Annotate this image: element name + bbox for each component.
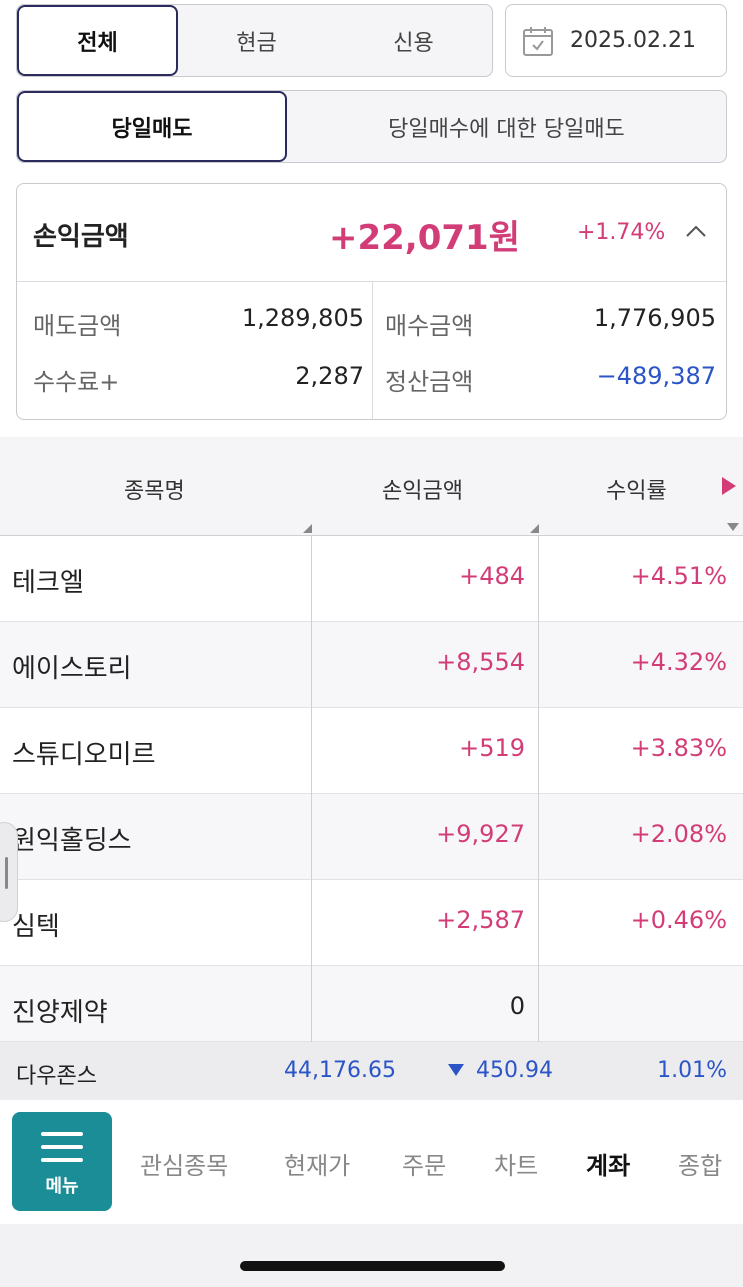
stock-profit: 0 (509, 992, 525, 1020)
stock-name: 진양제약 (12, 998, 108, 1028)
tab-all[interactable]: 전체 (17, 5, 178, 76)
header-profit[interactable]: 손익금액 (382, 479, 463, 504)
table-row[interactable]: 진양제약 0 (0, 966, 743, 1042)
buy-amount-value: 1,776,905 (593, 304, 716, 332)
tab-credit[interactable]: 신용 (393, 30, 434, 56)
calendar-icon (523, 26, 553, 56)
table-row[interactable]: 스튜디오미르 +519 +3.83% (0, 708, 743, 794)
index-change: 450.94 (476, 1058, 553, 1083)
hamburger-icon (41, 1132, 83, 1171)
stock-profit: +9,927 (436, 820, 525, 848)
tab-cash[interactable]: 현금 (236, 30, 277, 56)
menu-label: 메뉴 (45, 1176, 79, 1197)
stock-rate: +2.08% (630, 820, 727, 848)
nav-item-account[interactable]: 계좌 (586, 1152, 631, 1180)
sell-amount-value: 1,289,805 (241, 304, 364, 332)
stock-name: 스튜디오미르 (12, 740, 156, 770)
table-row[interactable]: 심텍 +2,587 +0.46% (0, 880, 743, 966)
tab-day-sell-on-day-buy[interactable]: 당일매수에 대한 당일매도 (388, 116, 625, 142)
down-triangle-icon (448, 1064, 464, 1076)
header-rate[interactable]: 수익률 (606, 479, 667, 504)
sort-corner-icon (303, 524, 312, 533)
side-drawer-handle[interactable] (0, 822, 18, 922)
sort-down-icon (727, 523, 739, 531)
bottom-nav: 메뉴 관심종목 현재가 주문 차트 계좌 종합 (0, 1100, 743, 1224)
index-ticker[interactable]: 다우존스 44,176.65 450.94 1.01% (0, 1042, 743, 1100)
index-name: 다우존스 (16, 1064, 97, 1089)
profit-amount: +22,071원 (329, 218, 520, 258)
summary-header[interactable]: 손익금액 +22,071원 +1.74% (17, 184, 726, 282)
nav-item-chart[interactable]: 차트 (494, 1152, 539, 1180)
sell-type-tabs: 당일매도 당일매수에 대한 당일매도 (16, 90, 727, 163)
nav-item-watchlist[interactable]: 관심종목 (140, 1152, 229, 1180)
index-rate: 1.01% (657, 1058, 727, 1083)
date-value: 2025.02.21 (570, 28, 696, 53)
menu-button[interactable]: 메뉴 (12, 1112, 112, 1211)
stock-profit: +484 (459, 562, 525, 590)
stock-profit: +519 (459, 734, 525, 762)
chevron-up-icon[interactable] (685, 224, 707, 238)
nav-item-overflow: 종합 (670, 1140, 743, 1180)
stock-rate: +4.32% (630, 648, 727, 676)
safe-area (0, 1224, 743, 1287)
stock-rate: +3.83% (630, 734, 727, 762)
stock-name: 테크엘 (12, 568, 84, 598)
index-value: 44,176.65 (284, 1058, 396, 1083)
stock-profit-table: 종목명 손익금액 수익률 테크엘 +484 +4.51% 에이스토리 +8,55… (0, 437, 743, 1042)
nav-item-current-price[interactable]: 현재가 (284, 1152, 351, 1180)
sell-amount-label: 매도금액 (33, 312, 122, 340)
stock-profit: +8,554 (436, 648, 525, 676)
stock-profit: +2,587 (436, 906, 525, 934)
settle-label: 정산금액 (385, 368, 474, 396)
fee-value: 2,287 (295, 362, 364, 390)
tab-day-sell[interactable]: 당일매도 (17, 91, 287, 162)
date-picker[interactable]: 2025.02.21 (505, 4, 727, 77)
home-indicator[interactable] (240, 1261, 505, 1271)
profit-rate: +1.74% (577, 220, 666, 245)
buy-amount-label: 매수금액 (385, 312, 474, 340)
sort-corner-icon (530, 524, 539, 533)
stock-rate: +4.51% (630, 562, 727, 590)
stock-name: 에이스토리 (12, 654, 132, 684)
profit-label: 손익금액 (33, 222, 129, 252)
header-stock-name[interactable]: 종목명 (124, 479, 185, 504)
nav-item-total[interactable]: 종합 (678, 1152, 723, 1180)
account-type-tabs: 전체 현금 신용 (16, 4, 493, 77)
fee-label: 수수료+ (33, 368, 120, 396)
table-row[interactable]: 원익홀딩스 +9,927 +2.08% (0, 794, 743, 880)
table-row[interactable]: 에이스토리 +8,554 +4.32% (0, 622, 743, 708)
scroll-right-icon[interactable] (722, 477, 736, 495)
nav-item-order[interactable]: 주문 (402, 1152, 447, 1180)
table-header: 종목명 손익금액 수익률 (0, 437, 743, 536)
stock-name: 원익홀딩스 (12, 826, 132, 856)
stock-rate: +0.46% (630, 906, 727, 934)
stock-name: 심텍 (12, 912, 60, 942)
profit-summary-card: 손익금액 +22,071원 +1.74% 매도금액 1,289,805 매수금액… (16, 183, 727, 420)
settle-value: −489,387 (596, 362, 716, 390)
table-row[interactable]: 테크엘 +484 +4.51% (0, 536, 743, 622)
